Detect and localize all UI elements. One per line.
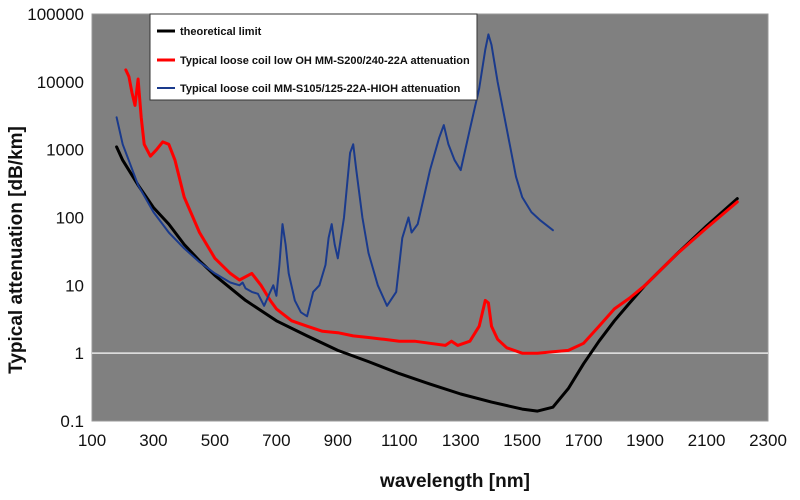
x-axis-title: wavelength [nm] <box>379 471 530 492</box>
x-axis: 100 300 500 700 900 1100 1300 1500 1700 1900 2100 2… <box>78 431 787 450</box>
x-tick-label: 300 <box>139 431 167 450</box>
y-tick-label: 10 <box>65 276 84 295</box>
legend-label-theoretical: theoretical limit <box>180 26 262 38</box>
y-axis-title: Typical attenuation [dB/km] <box>6 126 27 374</box>
series-line-low-oh <box>124 68 739 355</box>
x-tick-label: 1900 <box>626 431 664 450</box>
series-line-high-oh <box>115 33 554 318</box>
legend-box <box>149 13 478 101</box>
y-tick-label: 1000 <box>46 141 84 160</box>
x-tick-label: 1700 <box>565 431 603 450</box>
legend-label-high-oh: Typical loose coil MM-S105/125-22A-HIOH … <box>180 83 461 95</box>
legend-label-low-oh: Typical loose coil low OH MM-S200/240-22… <box>180 55 470 67</box>
x-tick-label: 2100 <box>688 431 726 450</box>
y-tick-label: 1 <box>75 344 84 363</box>
series-line-theoretical <box>115 145 739 413</box>
y-tick-label: 0.1 <box>60 412 84 431</box>
x-tick-label: 1100 <box>381 431 418 450</box>
x-tick-label: 500 <box>201 431 229 450</box>
y-tick-label: 100000 <box>27 5 84 24</box>
y-tick-label: 10000 <box>37 73 84 92</box>
x-tick-label: 100 <box>78 431 106 450</box>
y-tick-label: 100 <box>56 209 84 228</box>
x-tick-label: 2300 <box>749 431 787 450</box>
x-tick-label: 1500 <box>503 431 541 450</box>
series-group <box>115 33 739 413</box>
y-axis: 0.1 1 10 100 1000 10000 100000 <box>27 5 84 431</box>
x-tick-label: 700 <box>262 431 290 450</box>
legend: theoretical limit Typical loose coil low… <box>149 13 478 101</box>
x-tick-label: 900 <box>324 431 352 450</box>
x-tick-label: 1300 <box>442 431 480 450</box>
